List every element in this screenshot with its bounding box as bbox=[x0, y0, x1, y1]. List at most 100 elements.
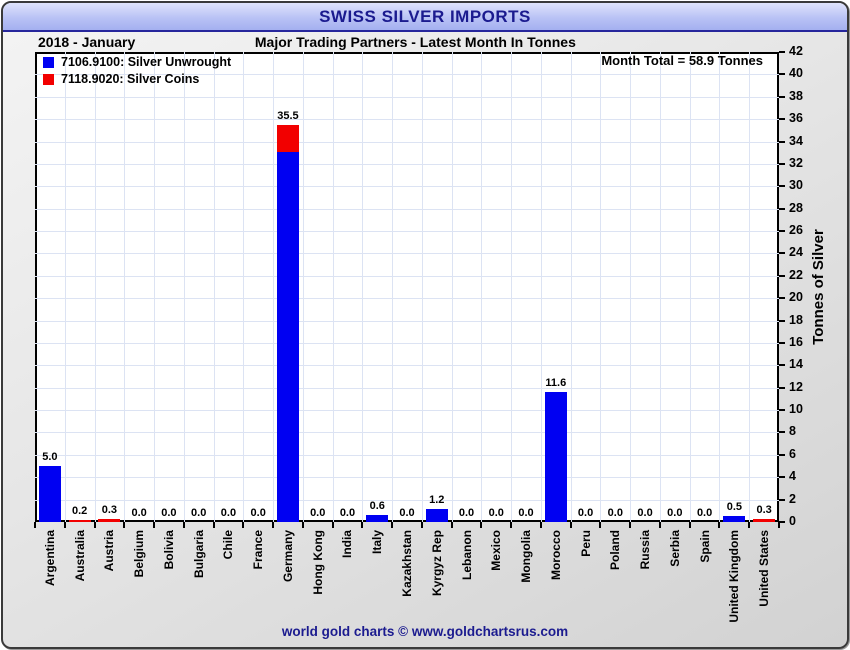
bar-unwrought bbox=[366, 515, 389, 522]
gridline-horizontal bbox=[35, 74, 779, 76]
gridline-vertical bbox=[749, 52, 751, 522]
x-tick-mark bbox=[272, 522, 275, 528]
gridline-vertical bbox=[362, 52, 364, 522]
gridline-vertical bbox=[540, 52, 542, 522]
gridline-horizontal bbox=[35, 387, 779, 389]
x-tick-mark bbox=[658, 522, 661, 528]
y-tick-mark bbox=[779, 453, 785, 456]
legend: 7106.9100: Silver Unwrought 7118.9020: S… bbox=[43, 55, 231, 86]
y-tick-mark bbox=[779, 162, 785, 165]
x-category-label: Mongolia bbox=[519, 530, 534, 583]
x-category-label: Italy bbox=[370, 530, 385, 555]
month-total-label: Month Total = 58.9 Tonnes bbox=[601, 53, 763, 68]
x-tick-mark bbox=[450, 522, 453, 528]
bar-unwrought bbox=[276, 151, 299, 522]
x-tick-mark bbox=[182, 522, 185, 528]
y-tick-label: 12 bbox=[789, 379, 803, 394]
y-tick-mark bbox=[779, 51, 785, 53]
gridline-horizontal bbox=[35, 275, 779, 277]
gridline-vertical bbox=[94, 52, 96, 522]
gridline-vertical bbox=[600, 52, 602, 522]
x-tick-mark bbox=[34, 522, 36, 528]
x-tick-mark bbox=[510, 522, 513, 528]
x-tick-mark bbox=[331, 522, 334, 528]
bar-value-label: 0.0 bbox=[131, 507, 147, 519]
gridline-vertical bbox=[124, 52, 126, 522]
gridline-vertical bbox=[243, 52, 245, 522]
bar-value-label: 0.0 bbox=[458, 507, 475, 519]
y-tick-mark bbox=[779, 140, 785, 143]
gridline-horizontal bbox=[35, 477, 779, 479]
gridline-horizontal bbox=[35, 432, 779, 434]
gridline-vertical bbox=[332, 52, 334, 522]
bar-value-label: 0.0 bbox=[607, 507, 623, 519]
y-tick-label: 30 bbox=[789, 178, 803, 193]
y-tick-mark bbox=[779, 319, 785, 322]
x-category-label: Kazakhstan bbox=[400, 530, 414, 597]
x-tick-mark bbox=[480, 522, 483, 528]
y-tick-label: 20 bbox=[789, 290, 803, 305]
x-tick-mark bbox=[123, 522, 126, 528]
y-tick-mark bbox=[779, 431, 785, 434]
x-category-label: Poland bbox=[608, 530, 623, 571]
x-category-label: United Kingdom bbox=[727, 530, 742, 623]
x-category-label: France bbox=[251, 530, 266, 570]
y-tick-label: 36 bbox=[789, 111, 803, 126]
y-tick-mark bbox=[779, 185, 785, 188]
x-tick-mark bbox=[391, 522, 394, 528]
y-tick-mark bbox=[779, 252, 785, 255]
y-tick-label: 32 bbox=[789, 155, 803, 170]
gridline-vertical bbox=[689, 52, 691, 522]
chart-subtitle: Major Trading Partners - Latest Month In… bbox=[254, 34, 576, 50]
y-tick-mark bbox=[779, 409, 785, 412]
gridline-vertical bbox=[392, 52, 394, 522]
y-tick-mark bbox=[779, 73, 785, 76]
x-tick-mark bbox=[63, 522, 66, 528]
gridline-vertical bbox=[570, 52, 572, 522]
gridline-vertical bbox=[630, 52, 632, 522]
bar-value-label: 0.6 bbox=[369, 500, 385, 513]
bar-unwrought bbox=[723, 516, 746, 522]
x-tick-mark bbox=[242, 522, 245, 528]
x-category-label: Mexico bbox=[489, 530, 504, 571]
gridline-vertical bbox=[64, 52, 66, 522]
y-tick-mark bbox=[779, 476, 785, 479]
y-tick-label: 22 bbox=[789, 267, 803, 282]
bar-value-label: 0.0 bbox=[399, 507, 415, 519]
y-tick-mark bbox=[779, 521, 785, 523]
y-tick-label: 8 bbox=[789, 424, 796, 439]
x-tick-mark bbox=[748, 522, 751, 528]
bar-coins bbox=[276, 124, 299, 152]
x-category-label: Hong Kong bbox=[310, 530, 325, 595]
gridline-vertical bbox=[213, 52, 215, 522]
bar-value-label: 0.0 bbox=[488, 507, 504, 519]
x-tick-mark bbox=[629, 522, 632, 528]
gridline-horizontal bbox=[35, 342, 779, 344]
y-tick-mark bbox=[779, 297, 785, 300]
gridline-horizontal bbox=[35, 186, 779, 188]
y-tick-label: 14 bbox=[789, 357, 803, 372]
gridline-vertical bbox=[183, 52, 185, 522]
legend-label: 7118.9020: Silver Coins bbox=[61, 72, 200, 86]
gridline-horizontal bbox=[35, 141, 779, 143]
gridline-vertical bbox=[481, 52, 483, 522]
bar-unwrought bbox=[544, 392, 567, 522]
bar-value-label: 0.0 bbox=[577, 507, 594, 519]
y-tick-label: 42 bbox=[789, 44, 803, 58]
x-category-label: United States bbox=[757, 530, 772, 607]
y-tick-label: 40 bbox=[789, 66, 803, 81]
gridline-horizontal bbox=[35, 96, 779, 98]
gridline-horizontal bbox=[35, 499, 779, 501]
y-tick-label: 28 bbox=[789, 200, 803, 215]
gridline-horizontal bbox=[35, 298, 779, 300]
gridline-horizontal bbox=[35, 231, 779, 233]
bar-value-label: 0.0 bbox=[191, 507, 207, 519]
x-category-label: Chile bbox=[221, 530, 236, 560]
bar-value-label: 0.5 bbox=[726, 501, 742, 514]
bar-value-label: 0.0 bbox=[518, 507, 534, 519]
gridline-vertical bbox=[659, 52, 661, 522]
gridline-vertical bbox=[421, 52, 423, 522]
bar-value-label: 1.2 bbox=[429, 493, 445, 506]
x-tick-mark bbox=[301, 522, 304, 528]
bar-value-label: 0.0 bbox=[667, 507, 683, 519]
